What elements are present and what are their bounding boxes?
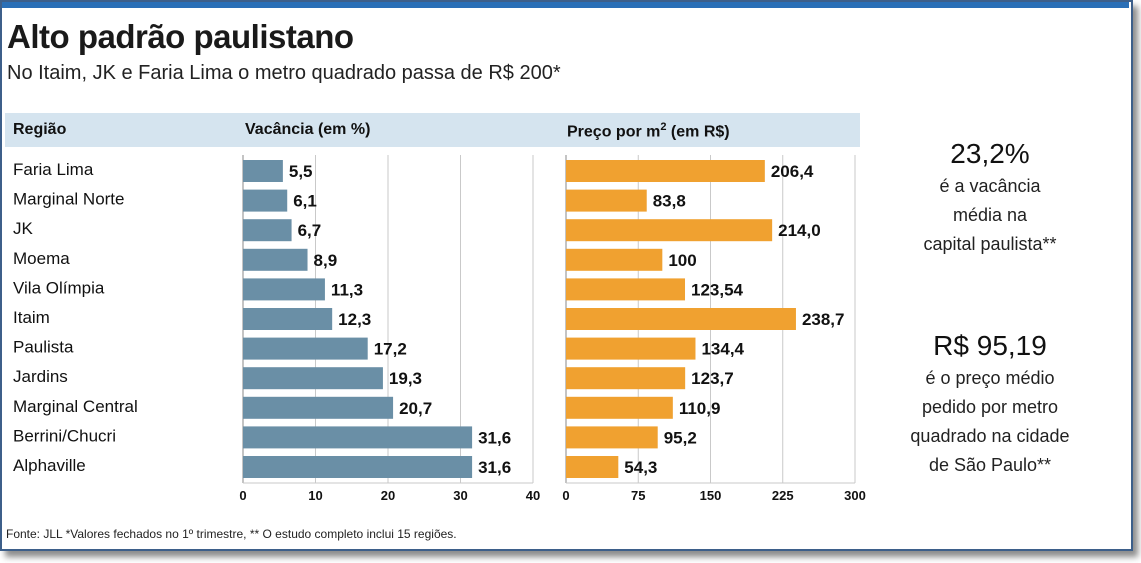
price-value-label: 238,7 — [802, 310, 845, 329]
stat-price-line: pedido por metro — [921, 397, 1059, 417]
price-bar — [566, 308, 796, 330]
header-price-suffix: (em R$) — [666, 123, 730, 141]
vacancy-bar — [243, 426, 473, 449]
vacancy-value-label: 8,9 — [314, 251, 338, 270]
header-price-prefix: Preço por m — [567, 123, 661, 141]
price-value-label: 54,3 — [624, 458, 657, 477]
stat-price: R$ 95,19 é o preço médio pedido por metr… — [880, 330, 1100, 480]
price-tick-label: 75 — [631, 488, 645, 503]
vacancy-value-label: 19,3 — [389, 369, 422, 388]
price-value-label: 95,2 — [664, 428, 697, 447]
price-value-label: 83,8 — [653, 192, 686, 211]
price-value-label: 110,9 — [679, 399, 721, 418]
price-tick-label: 150 — [700, 488, 722, 503]
price-tick-label: 300 — [844, 488, 866, 503]
vacancy-value-label: 12,3 — [338, 310, 371, 329]
category-label: Itaim — [13, 308, 50, 327]
vacancy-tick-label: 10 — [308, 488, 322, 503]
price-value-label: 100 — [668, 251, 696, 270]
price-bar — [566, 337, 696, 360]
price-value-label: 206,4 — [771, 162, 814, 181]
vacancy-bar — [243, 456, 473, 478]
stat-vacancy-line: média na — [952, 205, 1028, 225]
vacancy-tick-label: 20 — [381, 488, 395, 503]
vacancy-value-label: 6,1 — [293, 192, 317, 211]
category-label: Faria Lima — [13, 160, 94, 179]
header-vacancy: Vacância (em %) — [245, 121, 371, 138]
header-price-sup: 2 — [660, 121, 667, 133]
category-label: Berrini/Chucri — [13, 426, 116, 445]
vacancy-value-label: 20,7 — [399, 399, 432, 418]
category-label: JK — [13, 219, 34, 238]
footnote: Fonte: JLL *Valores fechados no 1º trime… — [6, 527, 457, 541]
vacancy-value-label: 5,5 — [289, 162, 313, 181]
stat-price-line: de São Paulo** — [928, 455, 1052, 475]
price-tick-label: 225 — [772, 488, 794, 503]
category-label: Jardins — [13, 367, 68, 386]
vacancy-bar — [243, 189, 288, 212]
top-accent-line — [2, 2, 1129, 8]
vacancy-value-label: 31,6 — [478, 458, 511, 477]
stat-price-value: R$ 95,19 — [933, 330, 1047, 361]
vacancy-value-label: 17,2 — [374, 340, 407, 359]
stat-price-desc: é o preço médio pedido por metro quadrad… — [880, 364, 1100, 480]
page-title: Alto padrão paulistano — [7, 18, 354, 55]
stat-vacancy-value: 23,2% — [950, 138, 1030, 169]
vacancy-value-label: 31,6 — [478, 428, 511, 447]
stat-price-line: quadrado na cidade — [910, 426, 1070, 446]
category-label: Moema — [13, 249, 70, 268]
category-label: Marginal Central — [13, 397, 138, 416]
vacancy-bar — [243, 219, 292, 242]
stat-vacancy-line: capital paulista** — [923, 234, 1057, 254]
stat-vacancy-line: é a vacância — [939, 176, 1041, 196]
vacancy-bar — [243, 278, 325, 301]
price-value-label: 123,54 — [691, 280, 744, 299]
stat-vacancy-desc: é a vacância média na capital paulista** — [880, 172, 1100, 259]
vacancy-bar — [243, 308, 333, 330]
vacancy-bar — [243, 248, 308, 271]
category-label: Alphaville — [13, 456, 86, 475]
category-label: Paulista — [13, 338, 74, 357]
vacancy-bar — [243, 337, 368, 360]
price-value-label: 123,7 — [691, 369, 734, 388]
price-bar — [566, 219, 773, 242]
stat-vacancy: 23,2% é a vacância média na capital paul… — [880, 138, 1100, 259]
price-tick-label: 0 — [562, 488, 569, 503]
header-price: Preço por m2 (em R$) — [567, 121, 730, 141]
price-bar — [566, 160, 765, 182]
stat-price-line: é o preço médio — [925, 368, 1055, 388]
page-subtitle: No Itaim, JK e Faria Lima o metro quadra… — [7, 62, 561, 84]
category-label: Marginal Norte — [13, 190, 125, 209]
price-bar — [566, 248, 663, 271]
price-bar — [566, 456, 619, 478]
price-bar — [566, 278, 686, 301]
price-value-label: 134,4 — [701, 340, 744, 359]
price-bar — [566, 396, 673, 419]
price-bar — [566, 426, 658, 449]
vacancy-tick-label: 0 — [239, 488, 246, 503]
vacancy-bar — [243, 160, 283, 182]
vacancy-tick-label: 40 — [526, 488, 540, 503]
price-value-label: 214,0 — [778, 221, 821, 240]
vacancy-value-label: 11,3 — [331, 280, 363, 299]
category-label: Vila Olímpia — [13, 278, 105, 297]
vacancy-tick-label: 30 — [453, 488, 467, 503]
price-bar — [566, 189, 647, 212]
price-bar — [566, 367, 686, 390]
table-header-band — [5, 113, 860, 147]
vacancy-bar — [243, 367, 383, 390]
vacancy-value-label: 6,7 — [298, 221, 322, 240]
header-region: Região — [13, 121, 67, 138]
vacancy-bar — [243, 396, 394, 419]
